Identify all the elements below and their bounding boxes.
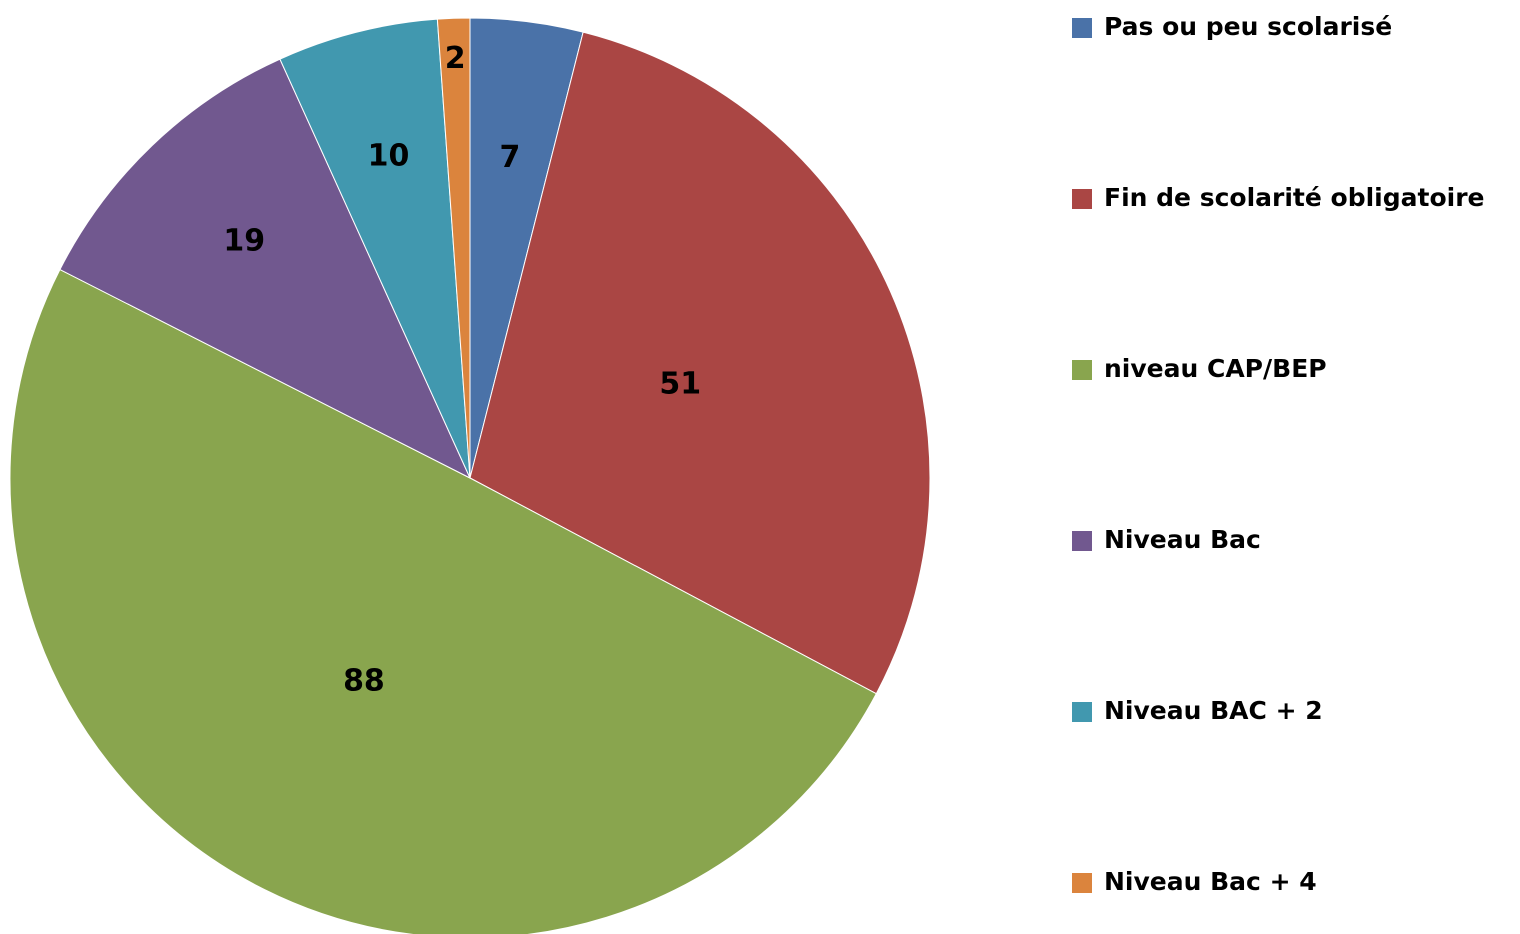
legend-swatch [1072, 702, 1092, 722]
legend-swatch [1072, 531, 1092, 551]
data-label: 51 [659, 366, 701, 401]
pie-slice [279, 18, 471, 479]
legend-label: Niveau Bac [1104, 525, 1261, 554]
pie-slice [469, 31, 931, 695]
legend-swatch [1072, 18, 1092, 38]
legend-label: Pas ou peu scolarisé [1104, 12, 1392, 41]
data-label: 7 [499, 140, 520, 175]
pie-slice [436, 17, 471, 479]
legend-label: niveau CAP/BEP [1104, 354, 1327, 383]
legend-label: Fin de scolarité obligatoire [1104, 183, 1484, 212]
legend-label: Niveau Bac + 4 [1104, 867, 1317, 896]
data-label: 19 [223, 223, 265, 258]
pie-slice [59, 58, 472, 480]
pie-slice [9, 268, 877, 934]
data-label: 2 [445, 41, 466, 76]
data-label: 10 [368, 138, 410, 173]
data-label: 88 [343, 664, 385, 699]
legend-swatch [1072, 873, 1092, 893]
legend-swatch [1072, 360, 1092, 380]
legend-swatch [1072, 189, 1092, 209]
legend-label: Niveau BAC + 2 [1104, 696, 1323, 725]
